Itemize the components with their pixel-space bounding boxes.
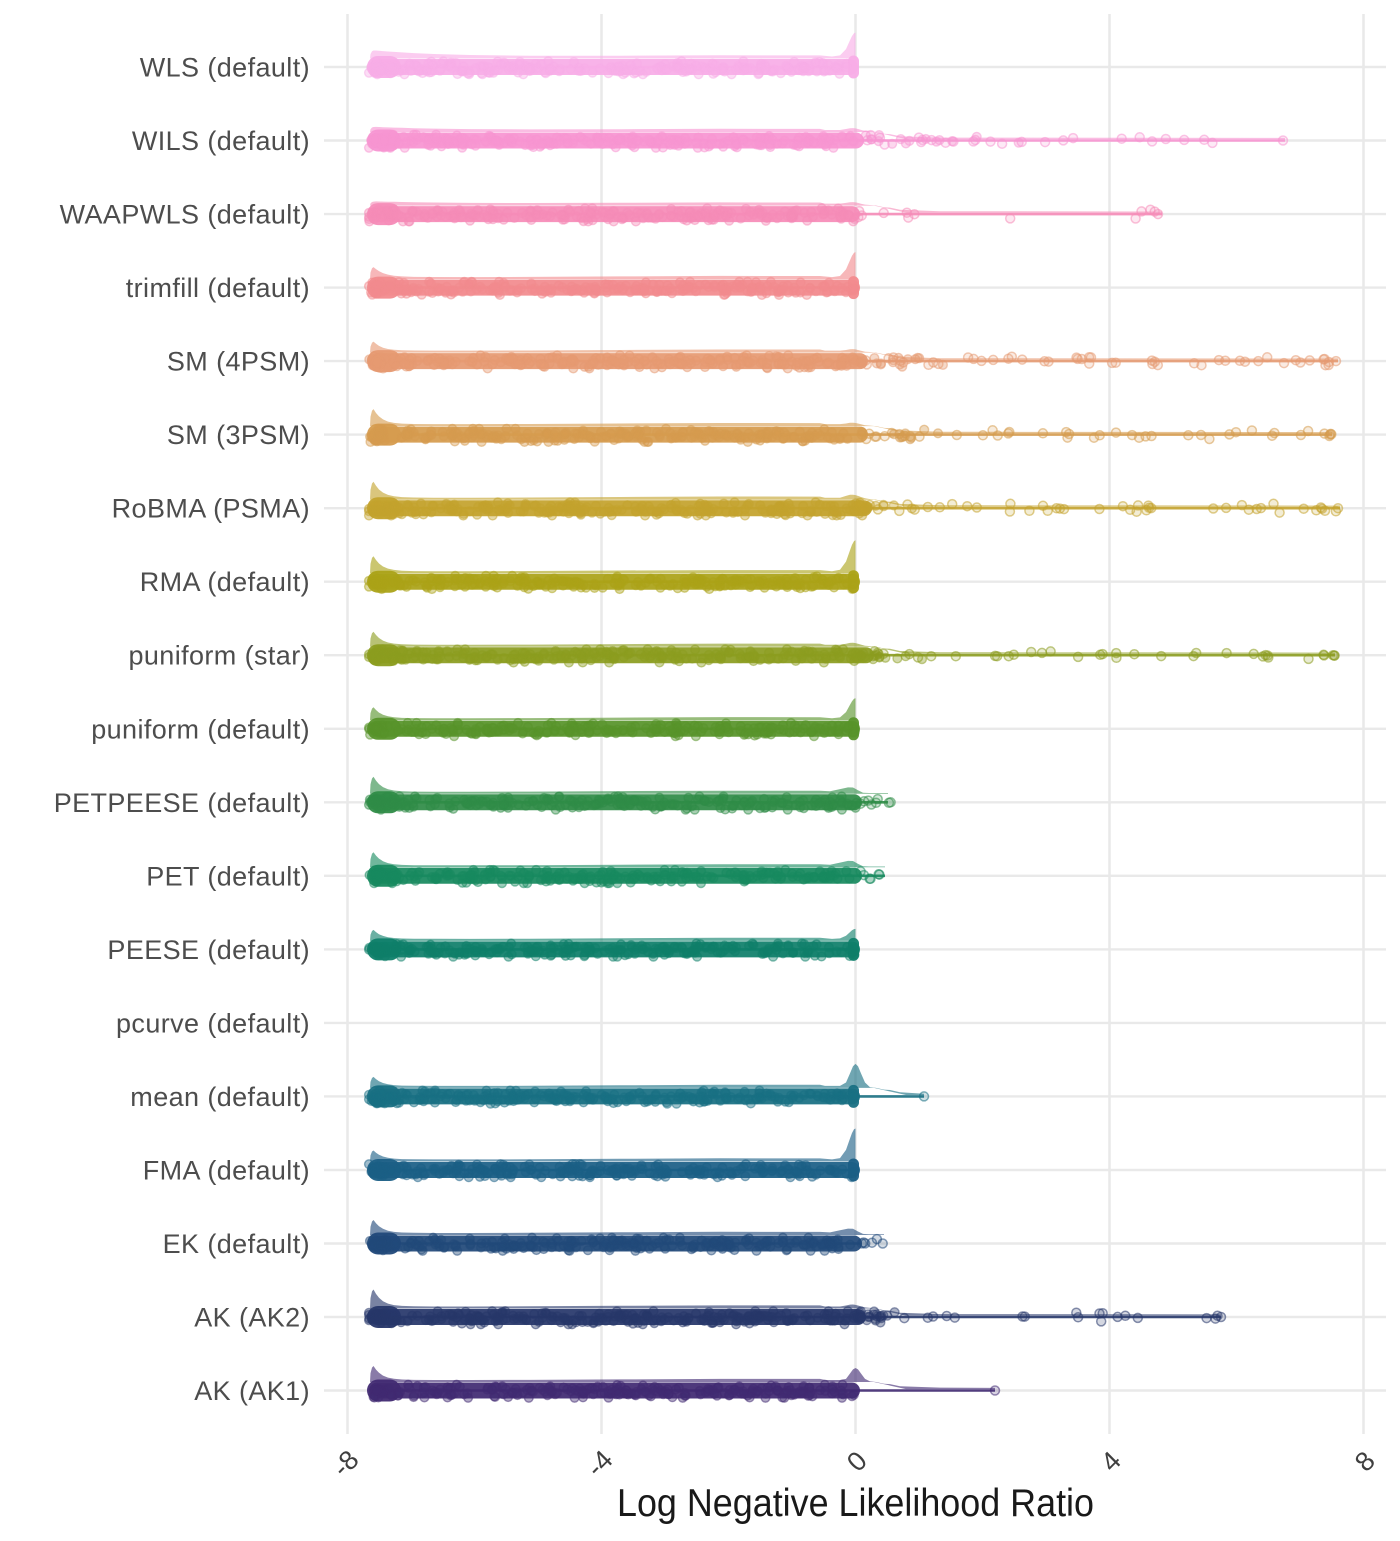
svg-text:SM (3PSM): SM (3PSM): [167, 420, 310, 450]
svg-text:AK (AK2): AK (AK2): [194, 1303, 310, 1333]
svg-text:RoBMA (PSMA): RoBMA (PSMA): [112, 494, 310, 524]
svg-text:mean (default): mean (default): [130, 1082, 310, 1112]
svg-text:FMA (default): FMA (default): [143, 1156, 310, 1186]
svg-text:Log Negative Likelihood Ratio: Log Negative Likelihood Ratio: [617, 1482, 1094, 1525]
svg-text:puniform (star): puniform (star): [128, 641, 310, 671]
svg-text:PET (default): PET (default): [146, 861, 310, 891]
svg-text:WLS (default): WLS (default): [140, 53, 310, 83]
svg-text:pcurve (default): pcurve (default): [116, 1008, 310, 1038]
svg-text:PEESE (default): PEESE (default): [107, 935, 310, 965]
svg-text:EK (default): EK (default): [163, 1229, 310, 1259]
svg-text:trimfill (default): trimfill (default): [126, 273, 310, 303]
svg-text:AK (AK1): AK (AK1): [194, 1376, 310, 1406]
svg-text:puniform (default): puniform (default): [91, 714, 310, 744]
svg-text:WILS (default): WILS (default): [132, 126, 310, 156]
svg-text:WAAPWLS (default): WAAPWLS (default): [60, 200, 310, 230]
svg-text:PETPEESE (default): PETPEESE (default): [54, 788, 310, 818]
svg-text:RMA (default): RMA (default): [140, 567, 310, 597]
svg-text:SM (4PSM): SM (4PSM): [167, 347, 310, 377]
